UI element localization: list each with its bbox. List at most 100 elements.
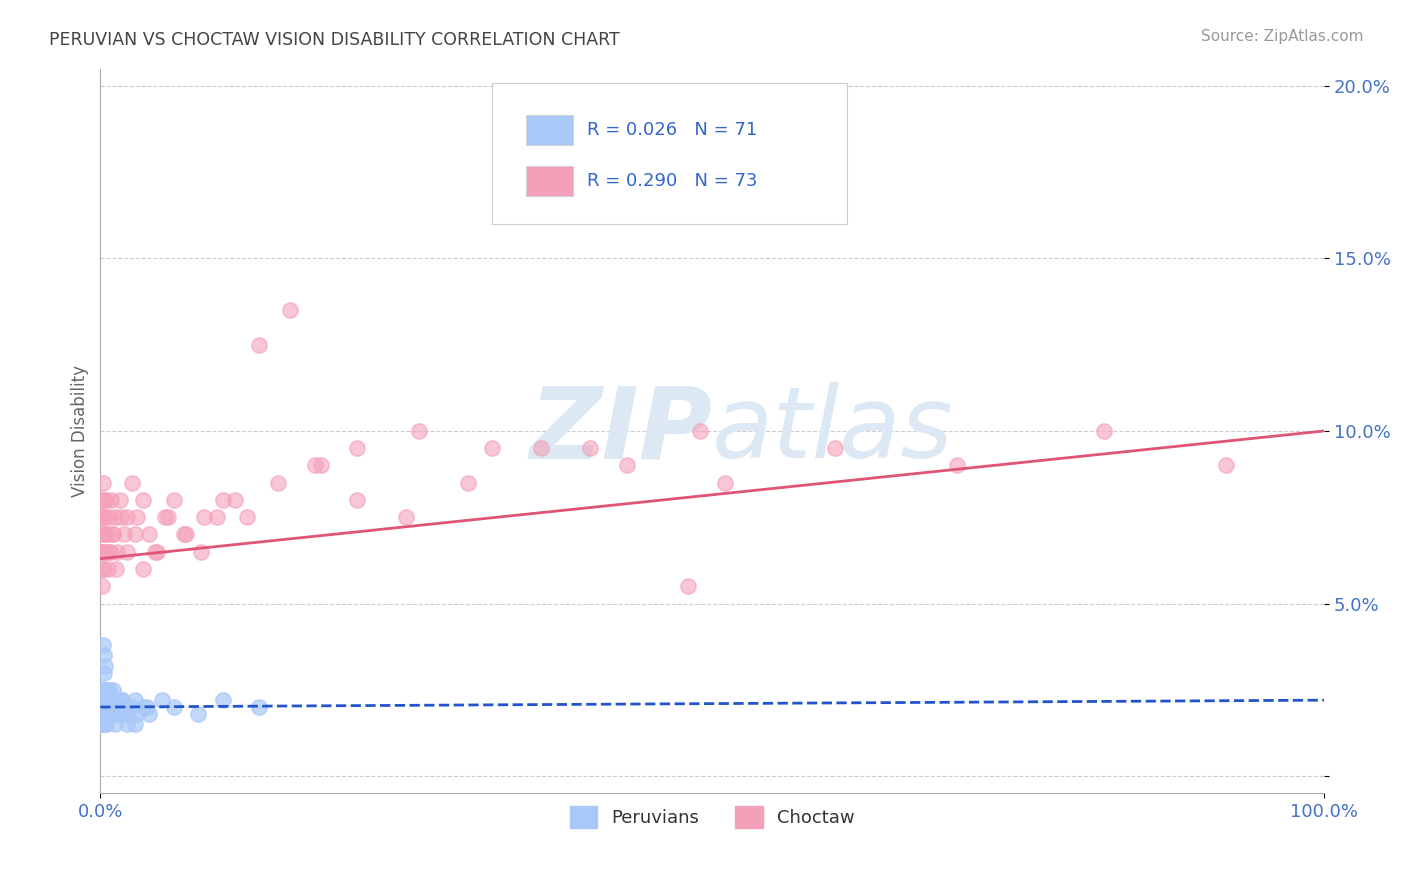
Point [304, 458, 326, 473]
Bar [526, 115, 572, 145]
Point [97, 510, 120, 524]
Point [112, 527, 135, 541]
Text: PERUVIAN VS CHOCTAW VISION DISABILITY CORRELATION CHART: PERUVIAN VS CHOCTAW VISION DISABILITY CO… [49, 31, 620, 49]
Point [90, 579, 112, 593]
Point [104, 510, 127, 524]
Point [96, 492, 118, 507]
Point [190, 545, 212, 559]
Point [93, 545, 115, 559]
Point [346, 441, 368, 455]
Point [163, 700, 186, 714]
Point [105, 562, 128, 576]
Point [211, 693, 233, 707]
Point [135, 700, 157, 714]
Point [1215, 458, 1237, 473]
Point [530, 441, 553, 455]
Point [138, 706, 160, 721]
Point [101, 682, 124, 697]
Point [117, 717, 139, 731]
Point [90, 700, 112, 714]
Point [91, 706, 114, 721]
Point [90, 700, 112, 714]
Point [93, 648, 115, 663]
Point [108, 700, 131, 714]
Point [104, 706, 127, 721]
Point [93, 682, 115, 697]
Point [278, 303, 301, 318]
Point [91, 700, 114, 714]
Point [98, 545, 121, 559]
Point [107, 700, 129, 714]
Point [267, 475, 290, 490]
Point [124, 527, 146, 541]
Point [97, 682, 120, 697]
Point [90, 693, 112, 707]
Point [94, 527, 117, 541]
Point [97, 693, 120, 707]
Point [90, 700, 112, 714]
Point [579, 441, 602, 455]
Point [114, 706, 136, 721]
Point [93, 665, 115, 680]
Point [111, 693, 134, 707]
Point [124, 693, 146, 707]
Point [97, 693, 120, 707]
Text: R = 0.026   N = 71: R = 0.026 N = 71 [588, 121, 758, 139]
Point [174, 527, 197, 541]
Point [101, 706, 124, 721]
Point [91, 638, 114, 652]
Point [91, 717, 114, 731]
Point [91, 693, 114, 707]
Point [94, 510, 117, 524]
Point [117, 510, 139, 524]
Point [94, 658, 117, 673]
Point [346, 492, 368, 507]
Text: atlas: atlas [713, 383, 953, 479]
Point [93, 706, 115, 721]
Point [91, 510, 114, 524]
Point [193, 510, 215, 524]
Point [150, 693, 173, 707]
Point [138, 527, 160, 541]
Point [156, 510, 179, 524]
Point [163, 492, 186, 507]
Point [824, 441, 846, 455]
Point [1092, 424, 1115, 438]
Point [90, 717, 112, 731]
Point [125, 706, 148, 721]
Point [94, 682, 117, 697]
Text: R = 0.290   N = 73: R = 0.290 N = 73 [588, 172, 758, 190]
Point [100, 492, 122, 507]
Point [120, 700, 142, 714]
Point [94, 717, 117, 731]
Point [98, 706, 121, 721]
Point [132, 492, 155, 507]
Point [408, 424, 430, 438]
Point [90, 682, 112, 697]
Bar [526, 166, 572, 196]
Point [395, 510, 418, 524]
Point [94, 700, 117, 714]
Point [105, 693, 128, 707]
Point [309, 458, 332, 473]
Point [187, 706, 209, 721]
Point [713, 475, 735, 490]
Point [90, 706, 112, 721]
Point [98, 700, 121, 714]
Point [481, 441, 503, 455]
Point [155, 510, 177, 524]
Point [224, 492, 246, 507]
Point [90, 682, 112, 697]
Point [107, 545, 129, 559]
Point [616, 458, 638, 473]
Y-axis label: Vision Disability: Vision Disability [72, 365, 89, 497]
Point [90, 693, 112, 707]
Point [96, 717, 118, 731]
Point [97, 700, 120, 714]
Point [689, 424, 711, 438]
Point [97, 706, 120, 721]
Point [94, 527, 117, 541]
Point [93, 700, 115, 714]
Point [94, 700, 117, 714]
Point [96, 682, 118, 697]
